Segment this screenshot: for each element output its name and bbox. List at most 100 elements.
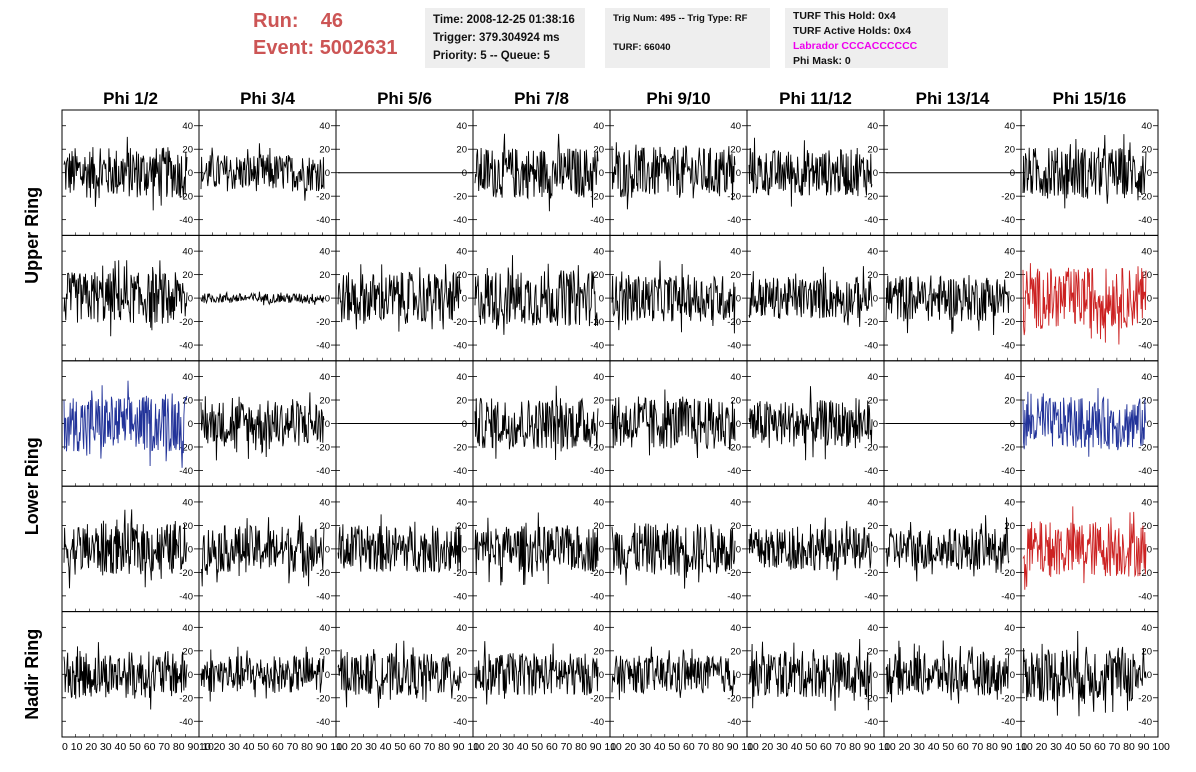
y-tick-label: 40 — [1141, 247, 1152, 258]
y-tick-label: -40 — [864, 341, 878, 352]
y-tick-label: -20 — [453, 192, 467, 203]
y-tick-label: 0 — [1010, 294, 1015, 305]
y-tick-label: 40 — [1004, 372, 1015, 383]
y-tick-label: 40 — [456, 121, 467, 132]
y-tick-label: 40 — [319, 623, 330, 634]
y-tick-label: 40 — [867, 497, 878, 508]
y-tick-label: -20 — [453, 568, 467, 579]
y-tick-label: -40 — [1001, 591, 1015, 602]
y-tick-label: 40 — [593, 497, 604, 508]
y-tick-label: 0 — [325, 544, 330, 555]
y-tick-label: 20 — [730, 396, 741, 407]
y-tick-label: -20 — [727, 568, 741, 579]
y-tick-label: 0 — [188, 294, 193, 305]
y-tick-label: -40 — [590, 466, 604, 477]
y-tick-label: -20 — [1001, 317, 1015, 328]
x-tick-label: 10 20 30 40 50 60 70 80 90 100 — [1021, 741, 1170, 753]
y-tick-label: -40 — [1001, 215, 1015, 226]
waveform-trace — [63, 509, 188, 589]
y-tick-label: 40 — [1004, 623, 1015, 634]
y-tick-label: 0 — [599, 419, 604, 430]
y-tick-label: -20 — [1001, 568, 1015, 579]
y-tick-label: 20 — [867, 270, 878, 281]
y-tick-label: 0 — [188, 419, 193, 430]
y-tick-label: 40 — [1141, 121, 1152, 132]
y-tick-label: 40 — [730, 121, 741, 132]
column-header: Phi 5/6 — [377, 89, 432, 108]
column-header: Phi 11/12 — [779, 89, 852, 108]
y-tick-label: 0 — [599, 670, 604, 681]
y-tick-label: 40 — [182, 497, 193, 508]
y-tick-label: -20 — [316, 442, 330, 453]
ring-label: Nadir Ring — [22, 629, 42, 720]
y-tick-label: 20 — [1141, 270, 1152, 281]
y-tick-label: 40 — [456, 372, 467, 383]
y-tick-label: 20 — [593, 270, 604, 281]
x-tick-label: 10 20 30 40 50 60 70 80 90 10 — [336, 741, 479, 753]
y-tick-label: 20 — [456, 145, 467, 156]
y-tick-label: 40 — [182, 247, 193, 258]
waveform-trace — [474, 385, 599, 461]
y-tick-label: 20 — [730, 270, 741, 281]
y-tick-label: 40 — [1004, 247, 1015, 258]
x-tick-label: 10 20 30 40 50 60 70 80 90 10 — [199, 741, 342, 753]
y-tick-label: 20 — [593, 521, 604, 532]
y-tick-label: -40 — [316, 591, 330, 602]
column-header: Phi 13/14 — [916, 89, 990, 108]
y-tick-label: -40 — [727, 215, 741, 226]
waveform-trace — [63, 136, 188, 211]
waveform-trace — [748, 137, 873, 207]
y-tick-label: -20 — [179, 442, 193, 453]
y-tick-label: -20 — [316, 317, 330, 328]
y-tick-label: 40 — [593, 623, 604, 634]
event-label: Event: — [253, 37, 315, 59]
y-tick-label: -40 — [179, 215, 193, 226]
y-tick-label: 40 — [1004, 121, 1015, 132]
y-tick-label: -20 — [179, 693, 193, 704]
waveform-trace — [200, 515, 325, 587]
ring-label: Upper Ring — [22, 187, 42, 284]
y-tick-label: -20 — [1138, 693, 1152, 704]
y-tick-label: -40 — [316, 466, 330, 477]
y-tick-label: 20 — [1004, 145, 1015, 156]
run-value: 46 — [320, 10, 344, 32]
y-tick-label: 40 — [867, 247, 878, 258]
y-tick-label: -40 — [590, 215, 604, 226]
turf-text: TURF: 66040 — [613, 42, 671, 53]
y-tick-label: 0 — [462, 168, 467, 179]
y-tick-label: 40 — [593, 372, 604, 383]
y-tick-label: 20 — [1141, 396, 1152, 407]
waveform-trace — [611, 389, 736, 459]
y-tick-label: 0 — [1147, 168, 1152, 179]
y-tick-label: -20 — [590, 568, 604, 579]
y-tick-label: -20 — [727, 693, 741, 704]
y-tick-label: 0 — [1147, 419, 1152, 430]
time-text: Time: 2008-12-25 01:38:16 — [433, 14, 575, 26]
y-tick-label: 0 — [736, 168, 741, 179]
y-tick-label: -40 — [316, 215, 330, 226]
y-tick-label: 0 — [462, 670, 467, 681]
x-tick-label: 0 10 20 30 40 50 60 70 80 90 10 — [62, 741, 214, 753]
y-tick-label: 0 — [188, 168, 193, 179]
y-tick-label: -40 — [590, 717, 604, 728]
y-tick-label: -40 — [727, 466, 741, 477]
y-tick-label: -40 — [864, 717, 878, 728]
y-tick-label: -20 — [590, 192, 604, 203]
waveform-trace — [748, 386, 873, 461]
y-tick-label: -20 — [727, 442, 741, 453]
priority-text: Priority: 5 -- Queue: 5 — [433, 50, 550, 62]
y-tick-label: 0 — [736, 544, 741, 555]
y-tick-label: 20 — [1004, 270, 1015, 281]
y-tick-label: -20 — [179, 317, 193, 328]
y-tick-label: -40 — [1001, 717, 1015, 728]
waveform-trace — [474, 255, 599, 335]
run-line: Run: 46 — [253, 8, 398, 35]
waveform-trace — [611, 646, 736, 700]
y-tick-label: 40 — [456, 497, 467, 508]
waveform-trace — [1022, 630, 1147, 717]
y-tick-label: -20 — [864, 442, 878, 453]
y-tick-label: 40 — [730, 372, 741, 383]
y-tick-label: 0 — [736, 294, 741, 305]
column-header: Phi 3/4 — [240, 89, 295, 108]
y-tick-label: 20 — [456, 270, 467, 281]
